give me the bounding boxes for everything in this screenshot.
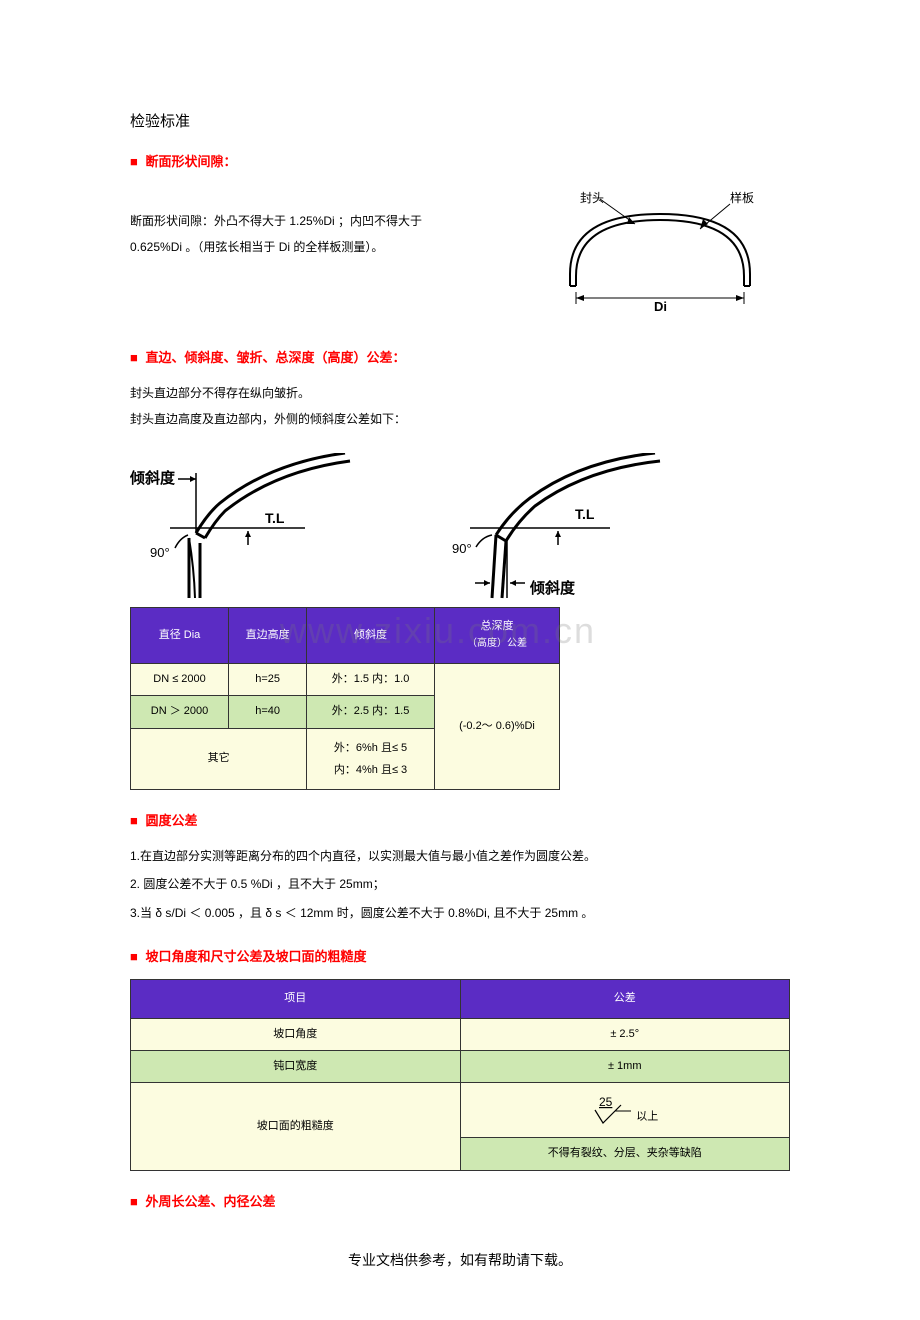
section2-header-text: 直边、倾斜度、皱折、总深度（高度）公差： [145,350,405,365]
roughness-symbol-icon: 25 [591,1095,633,1125]
svg-text:90°: 90° [150,545,170,560]
section1-text: 断面形状间隙：外凸不得大于 1.25%Di ；内凹不得大于 0.625%Di 。… [130,184,510,261]
th-depth: 总深度 （高度）公差 [434,607,559,663]
cell-tilt-2: 外：2.5 内：1.5 [307,696,435,728]
th-dia: 直径 Dia [131,607,229,663]
section2-diagrams: 倾斜度 T.L 90° T.L 90° 倾斜度 [130,453,790,603]
section1-line2: 0.625%Di 。（用弦长相当于 Di 的全样板测量）。 [130,234,510,260]
section3-item3: 3.当 δ s/Di ＜ 0.005 ，且 δ s ＜ 12mm 时，圆度公差不… [130,900,790,926]
section5-header: ■ 外周长公差、内径公差 [130,1191,790,1210]
tilt-diagram-left: 倾斜度 T.L 90° [130,453,360,603]
cell-roughness-defect: 不得有裂纹、分层、夹杂等缺陷 [460,1138,790,1170]
cell-angle-item: 坡口角度 [131,1018,461,1050]
th-item: 项目 [131,979,461,1018]
cell-width-tol: ± 1mm [460,1050,790,1082]
cell-depth-tol: (-0.2～ 0.6)%Di [434,663,559,789]
section2-header: ■ 直边、倾斜度、皱折、总深度（高度）公差： [130,347,790,366]
section4-header: ■ 坡口角度和尺寸公差及坡口面的粗糙度 [130,946,790,965]
square-bullet-icon: ■ [130,813,138,828]
section1-header: ■ 断面形状间隙： [130,151,790,170]
svg-text:T.L: T.L [575,506,595,522]
svg-text:倾斜度: 倾斜度 [130,469,176,487]
square-bullet-icon: ■ [130,1194,138,1209]
section2-para1: 封头直边部分不得存在纵向皱折。 [130,380,790,406]
section1-line1: 断面形状间隙：外凸不得大于 1.25%Di ；内凹不得大于 [130,208,510,234]
section1-header-text: 断面形状间隙： [145,154,236,169]
square-bullet-icon: ■ [130,350,138,365]
diagram-di-label: Di [654,299,667,314]
cell-dia-2: DN ＞ 2000 [131,696,229,728]
diagram-label-right: 样板 [730,190,754,205]
cell-dia-1: DN ≤ 2000 [131,663,229,695]
cell-other: 其它 [131,728,307,789]
tilt-diagram-right: T.L 90° 倾斜度 [440,453,670,603]
footer-text: 专业文档供参考，如有帮助请下载。 [130,1250,790,1270]
section3-header-text: 圆度公差 [145,813,197,828]
section1-row: 断面形状间隙：外凸不得大于 1.25%Di ；内凹不得大于 0.625%Di 。… [130,184,790,327]
section2-para2: 封头直边高度及直边部内，外侧的倾斜度公差如下： [130,406,790,432]
page-title: 检验标准 [130,110,790,131]
svg-text:25: 25 [599,1095,613,1109]
square-bullet-icon: ■ [130,154,138,169]
cell-roughness-value: 25 以上 [460,1083,790,1138]
cell-h-2: h=40 [229,696,307,728]
th-tol: 公差 [460,979,790,1018]
cell-tilt-1: 外：1.5 内：1.0 [307,663,435,695]
th-depth-l2: （高度）公差 [467,638,527,649]
section4-table: 项目 公差 坡口角度 ± 2.5° 钝口宽度 ± 1mm 坡口面的粗糙度 25 … [130,979,790,1171]
th-depth-l1: 总深度 [480,620,513,632]
svg-text:90°: 90° [452,541,472,556]
section4-header-text: 坡口角度和尺寸公差及坡口面的粗糙度 [145,949,366,964]
cell-angle-tol: ± 2.5° [460,1018,790,1050]
section2-table: 直径 Dia 直边高度 倾斜度 总深度 （高度）公差 DN ≤ 2000 h=25… [130,607,560,790]
svg-text:T.L: T.L [265,510,285,526]
section5-header-text: 外周长公差、内径公差 [145,1194,275,1209]
section1-diagram: 封头 样板 Di [530,184,790,327]
roughness-suffix: 以上 [636,1111,658,1123]
square-bullet-icon: ■ [130,949,138,964]
svg-text:倾斜度: 倾斜度 [529,579,576,597]
section3-header: ■ 圆度公差 [130,810,790,829]
cell-roughness-item: 坡口面的粗糙度 [131,1083,461,1170]
section3-item2: 2. 圆度公差不大于 0.5 %Di ，且不大于 25mm； [130,871,790,897]
th-tilt: 倾斜度 [307,607,435,663]
cell-width-item: 钝口宽度 [131,1050,461,1082]
cell-h-1: h=25 [229,663,307,695]
cell-tilt-3: 外：6%h 且≤ 5 内：4%h 且≤ 3 [307,728,435,789]
section3-item1: 1.在直边部分实测等距离分布的四个内直径，以实测最大值与最小值之差作为圆度公差。 [130,843,790,869]
th-height: 直边高度 [229,607,307,663]
diagram-label-left: 封头 [580,191,604,205]
